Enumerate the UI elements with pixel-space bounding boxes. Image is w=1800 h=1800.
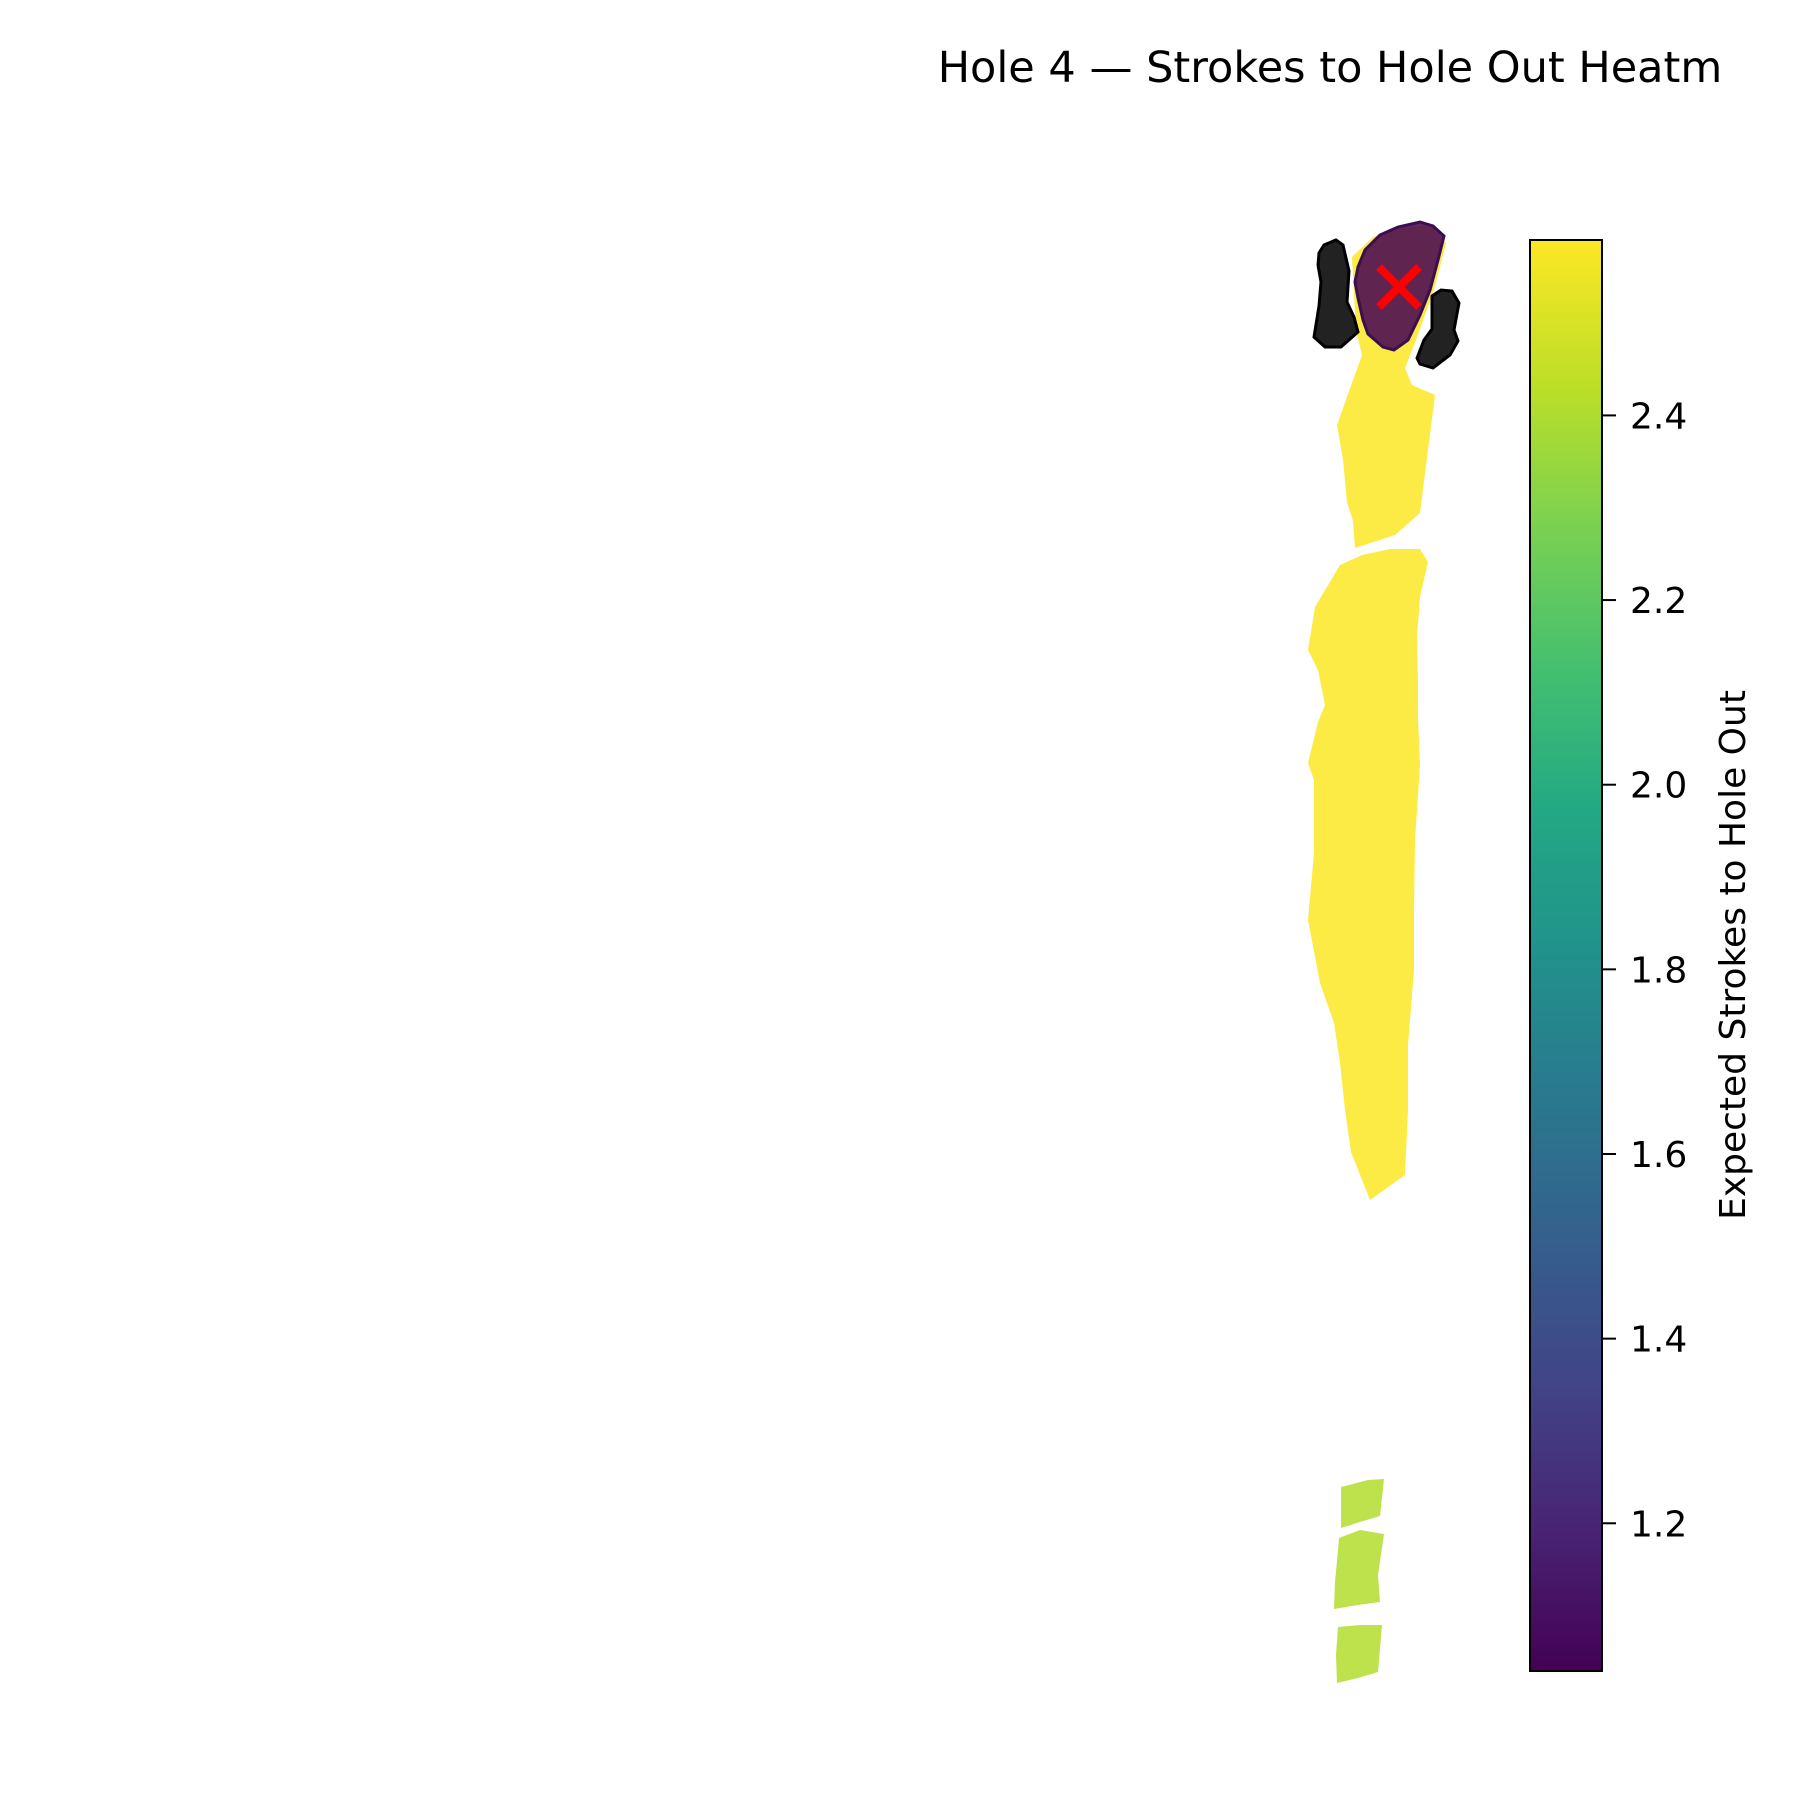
region-tee-box-2: [1334, 1530, 1384, 1609]
colorbar-tick-label: 2.2: [1630, 581, 1687, 622]
pin-x-stroke-b: [1376, 264, 1422, 310]
colorbar-tick-label: 1.4: [1630, 1320, 1687, 1361]
pin-x-icon: [1376, 264, 1422, 310]
colorbar-tick-label: 2.4: [1630, 396, 1687, 437]
hole-map: [1308, 220, 1461, 1683]
colorbar-tick-label: 1.6: [1630, 1135, 1687, 1176]
bunker-right: [1415, 288, 1461, 370]
colorbar: 1.2 1.4 1.6 1.8 2.0 2.2 2.4 Expected Strokes t…: [1529, 239, 1754, 1672]
colorbar-tick-label: 1.2: [1630, 1504, 1687, 1545]
colorbar-gradient: [1529, 239, 1603, 1672]
region-fairway-upper: [1308, 549, 1428, 1200]
colorbar-label: Expected Strokes to Hole Out: [1713, 690, 1754, 1220]
colorbar-tick-label: 1.8: [1630, 950, 1687, 991]
chart-title: Hole 4 — Strokes to Hole Out Heatm: [938, 43, 1723, 93]
region-tee-box-1: [1341, 1479, 1384, 1528]
region-tee-box-3: [1336, 1625, 1382, 1683]
colorbar-tick-label: 2.0: [1630, 766, 1687, 807]
bunker-left: [1312, 238, 1360, 349]
colorbar-ticks: 1.2 1.4 1.6 1.8 2.0 2.2 2.4: [1602, 396, 1687, 1545]
